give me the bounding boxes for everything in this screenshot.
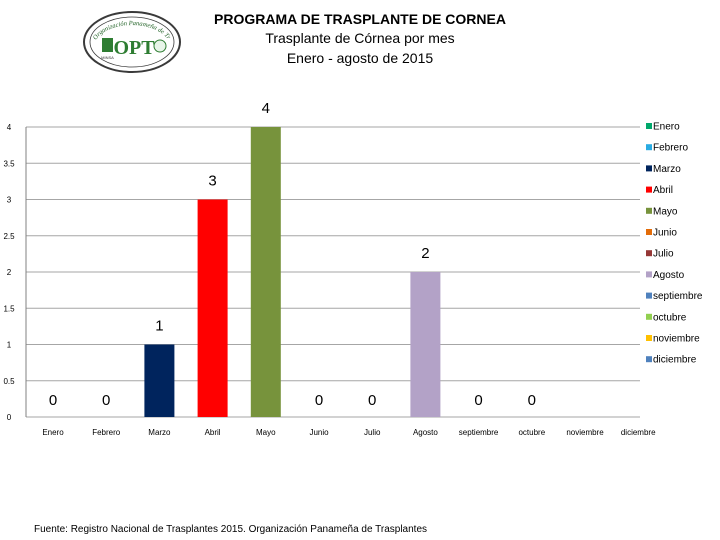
x-tick-label: Junio <box>309 428 329 437</box>
legend-swatch <box>646 186 652 193</box>
legend-label: Julio <box>653 249 674 260</box>
y-tick-label: 3 <box>7 196 12 205</box>
legend-swatch <box>646 144 652 151</box>
bar-mayo <box>250 127 281 417</box>
data-label: 1 <box>155 318 163 335</box>
y-tick-label: 2.5 <box>3 232 15 241</box>
opt-logo: Organización Panameña de Trasplantes OPT… <box>82 10 181 73</box>
legend-swatch <box>646 229 652 235</box>
legend-label: Junio <box>653 228 677 239</box>
x-tick-label: Febrero <box>92 428 121 437</box>
chart-title: PROGRAMA DE TRASPLANTE DE CORNEA <box>214 11 506 27</box>
x-tick-label: noviembre <box>566 428 604 437</box>
y-tick-label: 2 <box>7 268 12 277</box>
y-tick-label: 4 <box>7 123 12 132</box>
legend-swatch <box>646 313 652 320</box>
legend-swatch <box>646 356 652 363</box>
legend-swatch <box>646 292 652 299</box>
x-tick-label: Agosto <box>413 428 438 437</box>
bar-abril <box>197 199 228 417</box>
legend-label: noviembre <box>653 334 700 345</box>
x-tick-label: Enero <box>42 428 64 437</box>
data-label: 0 <box>315 392 323 409</box>
legend-swatch <box>646 123 652 129</box>
legend-label: diciembre <box>653 355 697 366</box>
legend-swatch <box>646 207 652 214</box>
legend-swatch <box>646 165 652 172</box>
chart-subtitle: Trasplante de Córnea por mes <box>265 30 455 46</box>
x-tick-label: Abril <box>205 428 221 437</box>
legend-label: octubre <box>653 312 687 323</box>
y-tick-label: 3.5 <box>3 159 15 168</box>
data-label: 0 <box>474 392 482 409</box>
legend-label: Agosto <box>653 270 685 281</box>
legend-label: Enero <box>653 122 680 133</box>
x-tick-label: Julio <box>364 428 381 437</box>
legend-swatch <box>646 250 652 257</box>
legend-swatch <box>646 335 652 341</box>
minsa-emblem-icon <box>102 38 113 52</box>
legend-label: Febrero <box>653 143 688 154</box>
x-tick-label: diciembre <box>621 428 656 437</box>
logo-small-text: MINSA <box>101 55 114 60</box>
x-tick-label: octubre <box>518 428 545 437</box>
x-tick-label: septiembre <box>459 428 499 437</box>
data-label: 0 <box>528 392 536 409</box>
seal-icon <box>153 39 167 53</box>
data-label: 2 <box>421 245 429 262</box>
data-label: 0 <box>368 392 376 409</box>
chart-title-block: PROGRAMA DE TRASPLANTE DE CORNEA Traspla… <box>190 10 530 68</box>
data-label: 0 <box>49 392 57 409</box>
bar-agosto <box>410 272 441 417</box>
legend-label: septiembre <box>653 291 703 302</box>
legend-label: Abril <box>653 185 673 196</box>
data-label: 3 <box>208 173 216 190</box>
legend-label: Mayo <box>653 206 678 217</box>
y-tick-label: 0 <box>7 413 12 422</box>
legend-label: Marzo <box>653 164 681 175</box>
x-tick-label: Mayo <box>256 428 276 437</box>
x-tick-label: Marzo <box>148 428 171 437</box>
y-tick-label: 1 <box>7 341 12 350</box>
logo-acronym: OPT <box>113 37 155 59</box>
chart-period: Enero - agosto de 2015 <box>286 50 434 66</box>
y-tick-label: 1.5 <box>3 304 15 313</box>
data-label: 4 <box>262 100 270 117</box>
data-label: 0 <box>102 392 110 409</box>
source-note: Fuente: Registro Nacional de Trasplantes… <box>34 524 428 535</box>
bar-marzo <box>144 344 175 417</box>
legend-swatch <box>646 271 652 278</box>
y-tick-label: 0.5 <box>3 377 15 386</box>
